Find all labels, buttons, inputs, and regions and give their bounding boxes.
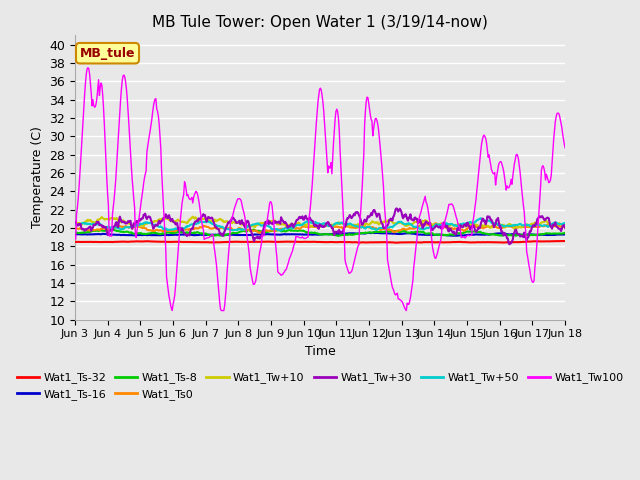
Wat1_Ts-32 [197, 240, 205, 245]
Wat1_Tw+50 [361, 225, 369, 231]
Line: Wat1_Tw+50: Wat1_Tw+50 [75, 218, 565, 230]
Wat1_Tw+30 [441, 222, 449, 228]
Wat1_Tw+50 [71, 221, 79, 227]
Wat1_Tw+50 [477, 216, 484, 221]
Line: Wat1_Ts-8: Wat1_Ts-8 [75, 229, 565, 236]
Wat1_Tw+30 [399, 216, 407, 221]
Wat1_Tw100 [218, 308, 225, 313]
Wat1_Tw+30 [506, 241, 513, 247]
Wat1_Tw+50 [561, 220, 569, 226]
Wat1_Tw+10 [198, 216, 205, 222]
X-axis label: Time: Time [305, 345, 335, 358]
Wat1_Tw100 [294, 234, 302, 240]
Wat1_Tw+10 [511, 226, 518, 232]
Wat1_Ts-32 [71, 239, 79, 245]
Wat1_Tw100 [400, 303, 408, 309]
Wat1_Ts0 [561, 224, 569, 229]
Line: Wat1_Tw100: Wat1_Tw100 [75, 68, 565, 311]
Wat1_Tw+50 [441, 222, 449, 228]
Wat1_Tw+10 [399, 221, 407, 227]
Wat1_Ts-16 [293, 231, 301, 237]
Wat1_Tw100 [159, 184, 166, 190]
Wat1_Tw+10 [441, 223, 449, 228]
Wat1_Ts-32 [392, 240, 399, 246]
Wat1_Ts-16 [71, 231, 79, 237]
Wat1_Tw+50 [276, 228, 284, 233]
Legend: Wat1_Ts-32, Wat1_Ts-16, Wat1_Ts-8, Wat1_Ts0, Wat1_Tw+10, Wat1_Tw+30, Wat1_Tw+50,: Wat1_Ts-32, Wat1_Ts-16, Wat1_Ts-8, Wat1_… [12, 368, 628, 404]
Wat1_Tw+10 [294, 220, 301, 226]
Line: Wat1_Ts-32: Wat1_Ts-32 [75, 241, 565, 243]
Wat1_Ts-8 [362, 229, 369, 235]
Line: Wat1_Tw+30: Wat1_Tw+30 [75, 208, 565, 244]
Title: MB Tule Tower: Open Water 1 (3/19/14-now): MB Tule Tower: Open Water 1 (3/19/14-now… [152, 15, 488, 30]
Wat1_Ts0 [71, 225, 79, 231]
Wat1_Tw100 [71, 236, 79, 242]
Wat1_Ts-8 [158, 231, 166, 237]
Wat1_Ts-16 [158, 232, 166, 238]
Wat1_Ts-32 [360, 240, 367, 245]
Y-axis label: Temperature (C): Temperature (C) [31, 127, 44, 228]
Wat1_Ts-8 [294, 228, 302, 234]
Wat1_Ts-8 [250, 227, 257, 232]
Wat1_Tw+30 [197, 215, 205, 220]
Wat1_Ts-16 [399, 231, 407, 237]
Wat1_Tw+30 [293, 217, 301, 223]
Wat1_Ts-32 [561, 238, 569, 244]
Wat1_Ts-8 [442, 232, 449, 238]
Wat1_Tw+10 [71, 220, 79, 226]
Wat1_Tw+30 [360, 219, 367, 225]
Wat1_Tw+50 [158, 224, 166, 230]
Wat1_Tw100 [84, 65, 92, 71]
Wat1_Ts-32 [399, 240, 407, 245]
Wat1_Ts0 [361, 223, 369, 229]
Wat1_Ts0 [399, 226, 407, 232]
Wat1_Ts-8 [561, 230, 569, 236]
Wat1_Ts0 [432, 220, 440, 226]
Wat1_Tw+50 [197, 219, 205, 225]
Wat1_Tw100 [198, 219, 205, 225]
Line: Wat1_Ts-16: Wat1_Ts-16 [75, 233, 565, 236]
Wat1_Tw100 [362, 108, 369, 114]
Wat1_Tw+30 [561, 225, 569, 231]
Wat1_Tw+10 [361, 222, 369, 228]
Wat1_Ts-32 [158, 239, 166, 245]
Wat1_Ts0 [294, 225, 301, 231]
Wat1_Ts-8 [207, 233, 214, 239]
Wat1_Ts-16 [441, 232, 449, 238]
Wat1_Tw+10 [189, 214, 196, 219]
Wat1_Tw+30 [158, 218, 166, 224]
Wat1_Tw+50 [399, 220, 407, 226]
Wat1_Ts-16 [561, 232, 569, 238]
Wat1_Ts-8 [400, 228, 408, 234]
Wat1_Tw+30 [393, 205, 401, 211]
Wat1_Ts-16 [369, 230, 376, 236]
Wat1_Tw100 [442, 216, 449, 221]
Wat1_Ts-16 [449, 233, 457, 239]
Wat1_Ts-16 [360, 231, 367, 237]
Wat1_Ts-8 [71, 230, 79, 236]
Text: MB_tule: MB_tule [80, 47, 135, 60]
Line: Wat1_Tw+10: Wat1_Tw+10 [75, 216, 565, 229]
Wat1_Ts0 [255, 230, 263, 236]
Wat1_Ts-8 [197, 230, 205, 236]
Wat1_Ts-32 [441, 240, 449, 245]
Wat1_Ts0 [197, 225, 205, 230]
Wat1_Ts0 [158, 228, 166, 233]
Wat1_Tw+30 [71, 219, 79, 225]
Wat1_Tw+50 [294, 222, 301, 228]
Wat1_Tw+10 [561, 223, 569, 229]
Wat1_Tw100 [561, 145, 569, 151]
Wat1_Ts-16 [197, 232, 205, 238]
Wat1_Ts-32 [293, 239, 301, 245]
Wat1_Tw+10 [158, 216, 166, 222]
Wat1_Ts0 [442, 225, 449, 230]
Line: Wat1_Ts0: Wat1_Ts0 [75, 223, 565, 233]
